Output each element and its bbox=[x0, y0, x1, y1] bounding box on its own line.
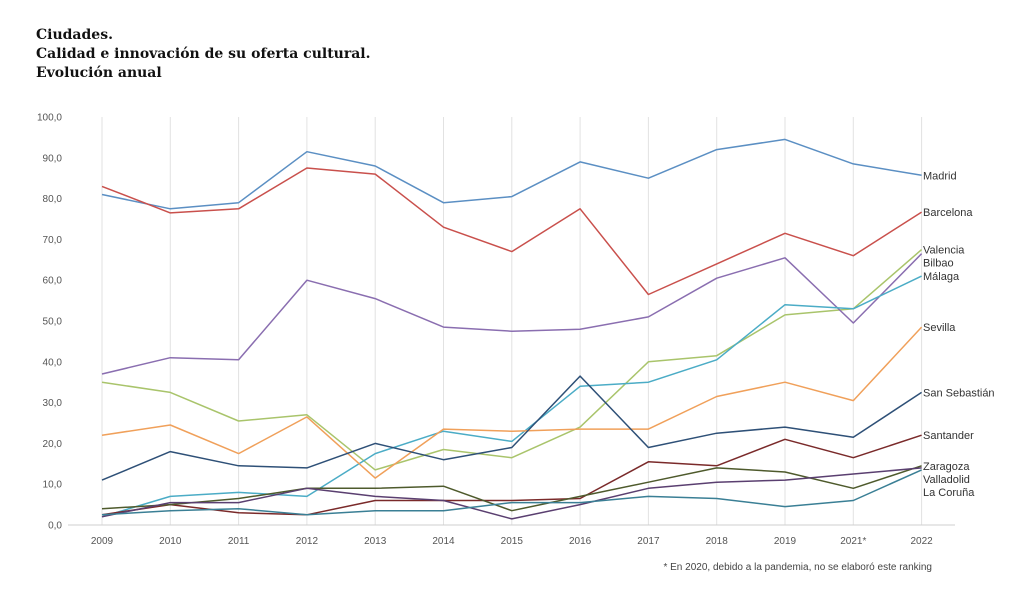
x-tick-label: 2013 bbox=[364, 536, 387, 547]
y-tick-label: 10,0 bbox=[43, 480, 63, 491]
grid-layer bbox=[101, 117, 923, 525]
series-line-barcelona bbox=[101, 167, 923, 296]
y-tick-label: 30,0 bbox=[43, 398, 63, 409]
x-tick-label: 2017 bbox=[637, 536, 660, 547]
series-line-valladolid bbox=[101, 467, 922, 520]
series-label-valencia: Valencia bbox=[923, 245, 965, 257]
footnote: * En 2020, debido a la pandemia, no se e… bbox=[663, 562, 932, 573]
series-label-barcelona: Barcelona bbox=[923, 207, 973, 219]
series-label-valladolid: Valladolid bbox=[923, 474, 970, 486]
y-tick-label: 60,0 bbox=[43, 276, 63, 287]
series-label-la-coruna: La Coruña bbox=[923, 487, 975, 499]
series-layer bbox=[101, 138, 923, 520]
y-tick-label: 20,0 bbox=[43, 439, 63, 450]
x-tick-label: 2014 bbox=[432, 536, 455, 547]
y-tick-label: 50,0 bbox=[43, 317, 63, 328]
series-line-santander bbox=[101, 434, 922, 516]
series-line-la-coruna bbox=[101, 469, 922, 516]
y-tick-label: 70,0 bbox=[43, 235, 63, 246]
series-label-bilbao: Bilbao bbox=[923, 258, 954, 270]
series-label-zaragoza: Zaragoza bbox=[923, 461, 970, 473]
series-line-malaga bbox=[101, 275, 922, 518]
series-line-sevilla bbox=[101, 326, 923, 479]
series-line-bilbao bbox=[101, 253, 923, 375]
series-line-zaragoza bbox=[101, 465, 922, 512]
y-tick-label: 90,0 bbox=[43, 153, 63, 164]
series-line-valencia bbox=[101, 249, 923, 471]
chart-title-line-3: Evolución anual bbox=[36, 65, 162, 81]
series-label-sevilla: Sevilla bbox=[923, 322, 956, 334]
x-tick-label: 2019 bbox=[774, 536, 797, 547]
series-label-malaga: Málaga bbox=[923, 271, 960, 283]
y-tick-label: 80,0 bbox=[43, 194, 63, 205]
series-label-santander: Santander bbox=[923, 430, 974, 442]
chart-title-line-1: Ciudades. bbox=[36, 27, 113, 43]
y-tick-label: 40,0 bbox=[43, 357, 63, 368]
chart-title: Ciudades. Calidad e innovación de su ofe… bbox=[36, 26, 370, 83]
series-line-san-sebastian bbox=[101, 375, 923, 481]
y-tick-label: 0,0 bbox=[48, 521, 62, 532]
y-tick-label: 100,0 bbox=[37, 113, 62, 124]
x-tick-label: 2011 bbox=[228, 536, 250, 547]
chart-title-line-2: Calidad e innovación de su oferta cultur… bbox=[36, 46, 371, 62]
series-label-san-sebastian: San Sebastián bbox=[923, 387, 995, 399]
series-label-madrid: Madrid bbox=[923, 170, 957, 182]
x-tick-label: 2016 bbox=[569, 536, 592, 547]
series-line-madrid bbox=[101, 138, 922, 210]
x-tick-label: 2012 bbox=[296, 536, 319, 547]
x-tick-label: 2010 bbox=[159, 536, 182, 547]
x-tick-label: 2022 bbox=[910, 536, 933, 547]
x-tick-label: 2018 bbox=[706, 536, 729, 547]
x-tick-label: 2015 bbox=[501, 536, 524, 547]
x-tick-label: 2009 bbox=[91, 536, 114, 547]
axis-layer: 0,0 10,0 20,0 30,0 40,0 50,0 60,0 70,0 80,0 90,0 1… bbox=[37, 113, 955, 547]
x-tick-label: 2021* bbox=[840, 536, 866, 547]
